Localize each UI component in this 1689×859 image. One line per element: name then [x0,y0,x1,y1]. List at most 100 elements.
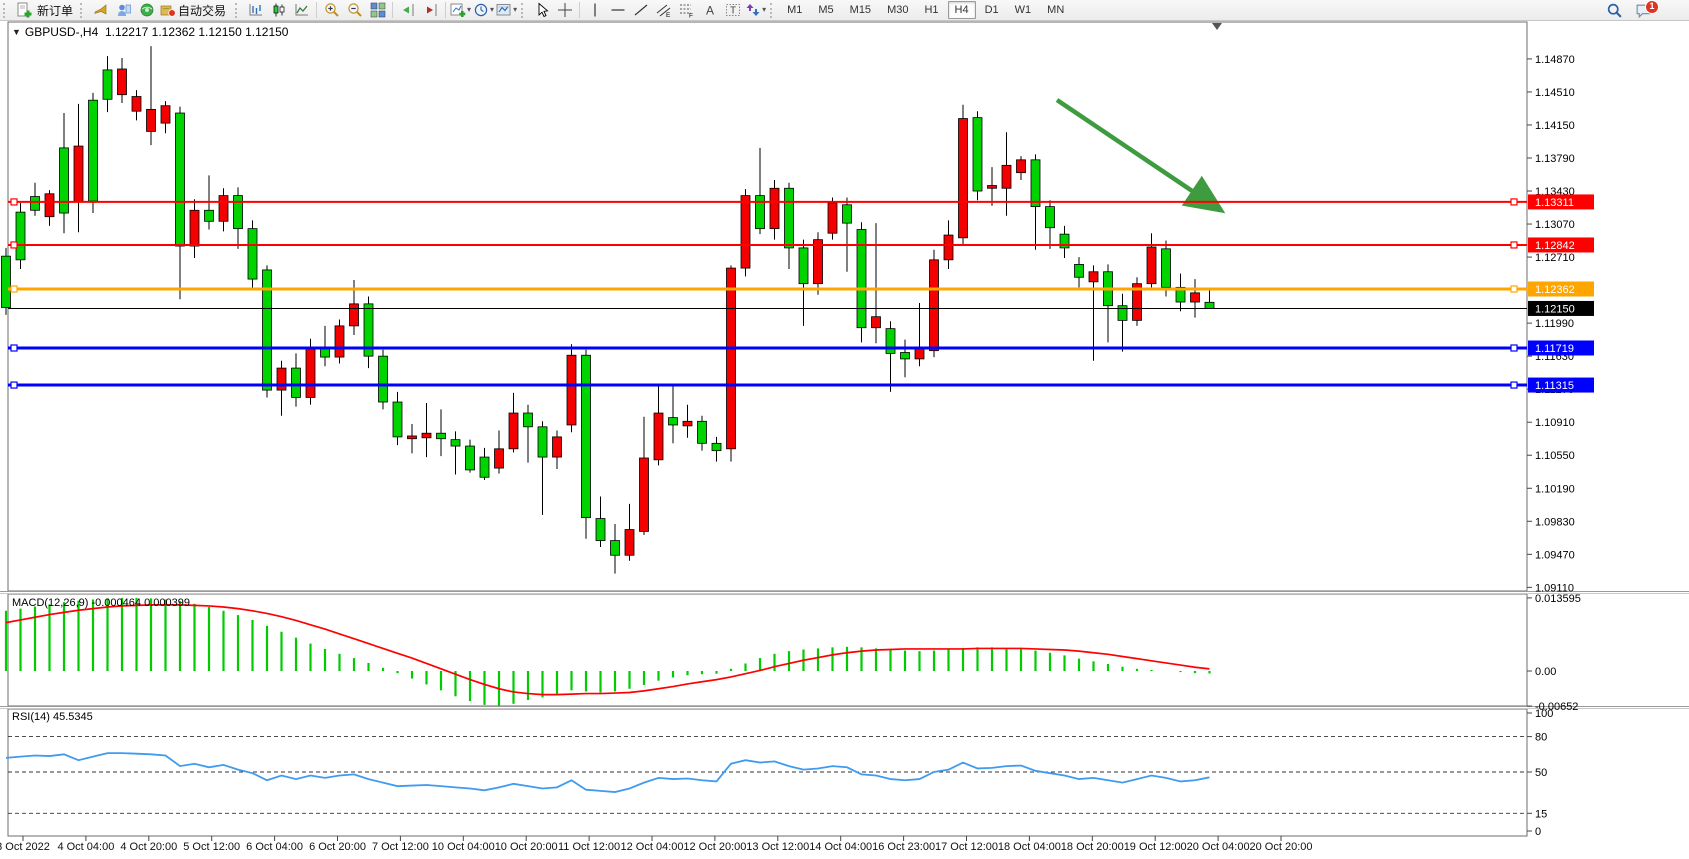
tile-windows-button[interactable] [366,1,389,20]
candle [450,431,461,475]
level-handle[interactable] [10,198,18,206]
auto-scroll-button[interactable] [419,1,442,20]
notifications-button[interactable]: 1 [1632,0,1659,20]
candle [1074,257,1084,288]
timeframe-button-H4[interactable]: H4 [947,1,976,19]
channel-button[interactable]: E [652,1,675,20]
vertical-line-button[interactable] [583,1,606,20]
level-handle[interactable] [10,285,18,293]
level-handle[interactable] [1510,285,1518,293]
candle [784,182,794,269]
candle-body [885,328,896,354]
candle-body [189,209,200,247]
time-tick-label: 13 Oct 12:00 [746,841,809,853]
new-order-button[interactable] [12,1,35,20]
timeframe-button-M5[interactable]: M5 [818,4,834,16]
level-price-tag-label: 1.12150 [1535,303,1575,315]
line-chart-icon [295,4,308,16]
fibonacci-button[interactable]: F [675,1,698,20]
candle-body [1175,286,1186,303]
candle-body [334,325,345,358]
toolbar-grip[interactable] [521,2,526,18]
level-handle[interactable] [10,381,18,389]
timeframe-button-W1[interactable]: W1 [1014,4,1032,16]
timeframe-button-M1[interactable]: M1 [787,4,803,16]
candle-body [15,211,26,261]
timeframe-toolbar: M1 M5 M15 M30 H1 H4 D1 W1 MN [779,1,1072,19]
timeframe-button-H1[interactable]: H1 [924,4,939,16]
timeframe-button-M15[interactable]: M15 [849,4,872,16]
level-price-tag [1528,194,1594,210]
time-tick-label: 19 Oct 12:00 [1124,841,1187,853]
trendline-button[interactable] [629,1,652,20]
new-chart-button[interactable]: ▾ [449,1,472,20]
time-tick-label: 6 Oct 20:00 [309,841,366,853]
line-chart-button[interactable] [290,1,313,20]
community-button[interactable] [135,1,158,20]
candle [59,113,69,234]
horizontal-line-button[interactable] [606,1,629,20]
candle [581,349,591,539]
level-price-tag [1528,340,1594,356]
level-handle[interactable] [1510,344,1518,352]
templates-button[interactable]: ▾ [495,1,518,20]
bar-chart-button[interactable] [244,1,267,20]
toolbar-grip[interactable] [770,2,775,18]
macd-tick-label: 0.013595 [1535,593,1581,605]
candle-body [450,439,461,447]
candle [697,415,707,451]
candle [726,265,736,462]
timeframe-button-D1[interactable]: D1 [984,4,999,16]
cursor-button[interactable] [530,1,553,20]
time-tick-label: 18 Oct 20:00 [1061,841,1124,853]
search-button[interactable] [1603,1,1626,20]
price-tick-label: 1.09830 [1535,516,1575,528]
horn-button[interactable] [89,1,112,20]
level-handle[interactable] [10,344,18,352]
shapes-button[interactable]: ▾ [744,1,767,20]
terminal-button[interactable] [112,1,135,20]
text-label-button[interactable]: T [721,1,744,20]
toolbar-grip[interactable] [235,2,240,18]
trend-arrow[interactable] [1055,98,1226,214]
candle-body [610,540,620,556]
zoom-in-button[interactable] [320,1,343,20]
time-tick-label: 10 Oct 20:00 [495,841,558,853]
candle [508,392,519,453]
candle [494,430,504,474]
new-order-label[interactable]: 新订单 [37,3,74,18]
auto-trading-button[interactable]: 自动交易 [158,1,232,20]
candle [929,249,939,358]
cursor-icon [538,2,549,18]
time-tick-label: 20 Oct 20:00 [1250,841,1313,853]
price-tick-label: 1.14150 [1535,120,1575,132]
level-handle[interactable] [10,241,18,249]
candle-chart-button[interactable] [267,1,290,20]
candle-body [436,432,446,440]
price-tick-label: 1.12710 [1535,252,1575,264]
timeframe-button-M30[interactable]: M30 [887,4,909,16]
rsi-label: RSI(14) 45.5345 [12,711,93,723]
periods-button[interactable]: ▾ [472,1,495,20]
zoom-out-button[interactable] [343,1,366,20]
candle-body [1,255,11,308]
level-handle[interactable] [1510,241,1518,249]
level-handle[interactable] [1510,381,1518,389]
candle-body [88,99,98,202]
candle [479,447,490,481]
candle-body [30,196,40,211]
chart-shift-button[interactable] [396,1,419,20]
toolbar-grip[interactable] [3,2,8,18]
text-button[interactable]: A [698,1,721,20]
level-handle[interactable] [1510,198,1518,206]
collapse-icon[interactable]: ▼ [12,27,21,37]
candle [1190,279,1200,318]
new-chart-icon [450,3,466,17]
crosshair-button[interactable] [553,1,576,20]
timeframe-button-MN[interactable]: MN [1047,4,1065,16]
candle-body [639,457,649,532]
toolbar-grip[interactable] [80,2,85,18]
shift-marker-icon[interactable] [1212,23,1222,30]
candle-body [653,412,664,461]
